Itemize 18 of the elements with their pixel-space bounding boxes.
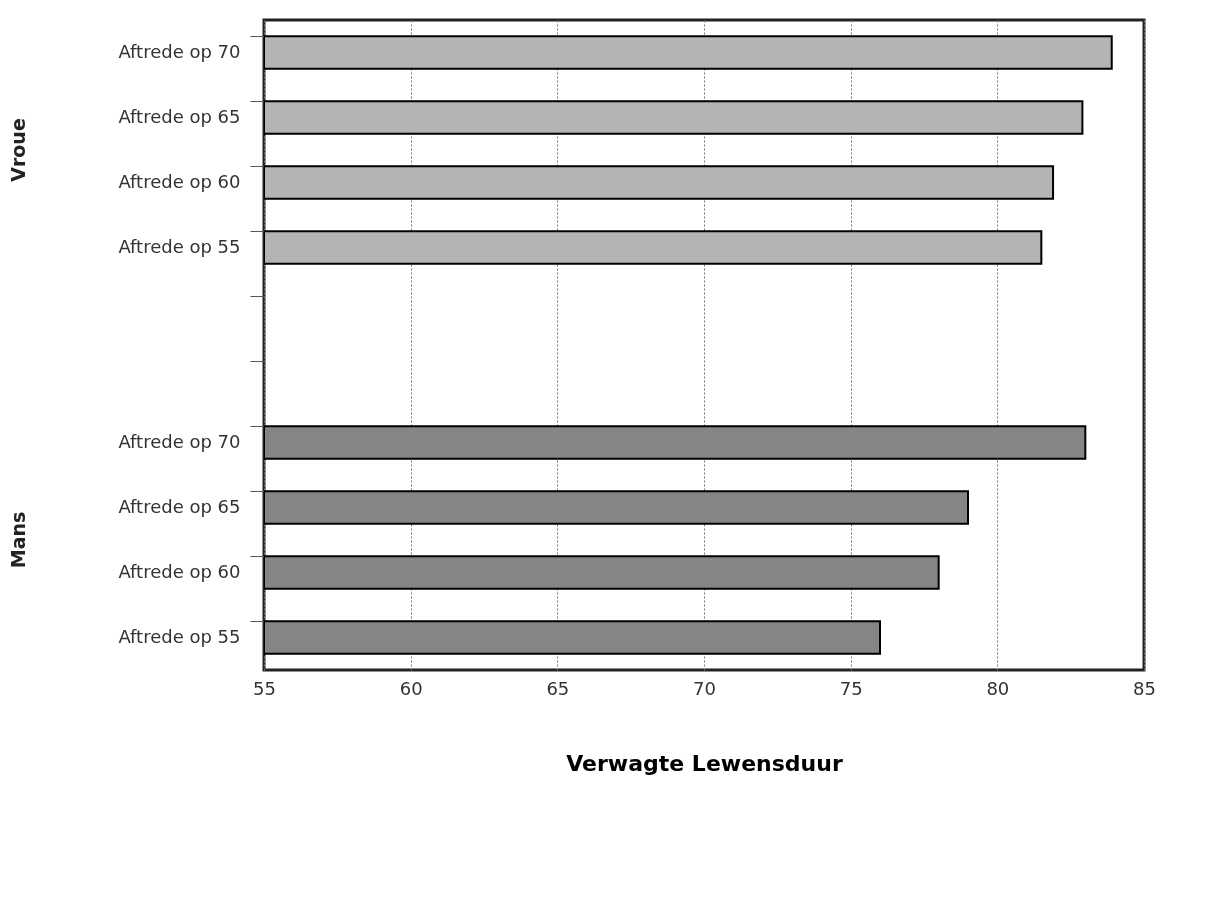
- y-tick-label: Aftrede op 60: [118, 170, 241, 192]
- y-tick-label: Aftrede op 60: [118, 560, 241, 582]
- text: Mans: [7, 511, 29, 569]
- x-tick-label: 85: [1133, 677, 1156, 699]
- x-axis-title: Verwagte Lewensduur: [566, 750, 843, 776]
- y-tick-label: Aftrede op 55: [118, 235, 241, 257]
- x-tick-label: 75: [839, 677, 863, 699]
- x-tick-label: 65: [546, 677, 570, 699]
- text: Vroue: [7, 118, 29, 182]
- x-tick-label: 55: [253, 677, 276, 699]
- x-tick-label: 80: [986, 677, 1010, 699]
- y-tick-label: Aftrede op 65: [118, 495, 241, 517]
- y-tick-label: Aftrede op 55: [118, 625, 241, 647]
- y-tick-label: Aftrede op 70: [118, 430, 241, 452]
- y-tick-label: Aftrede op 70: [118, 40, 241, 62]
- x-tick-label: 60: [399, 677, 423, 699]
- x-tick-label: 70: [693, 677, 716, 699]
- y-tick-label: Aftrede op 65: [118, 105, 241, 127]
